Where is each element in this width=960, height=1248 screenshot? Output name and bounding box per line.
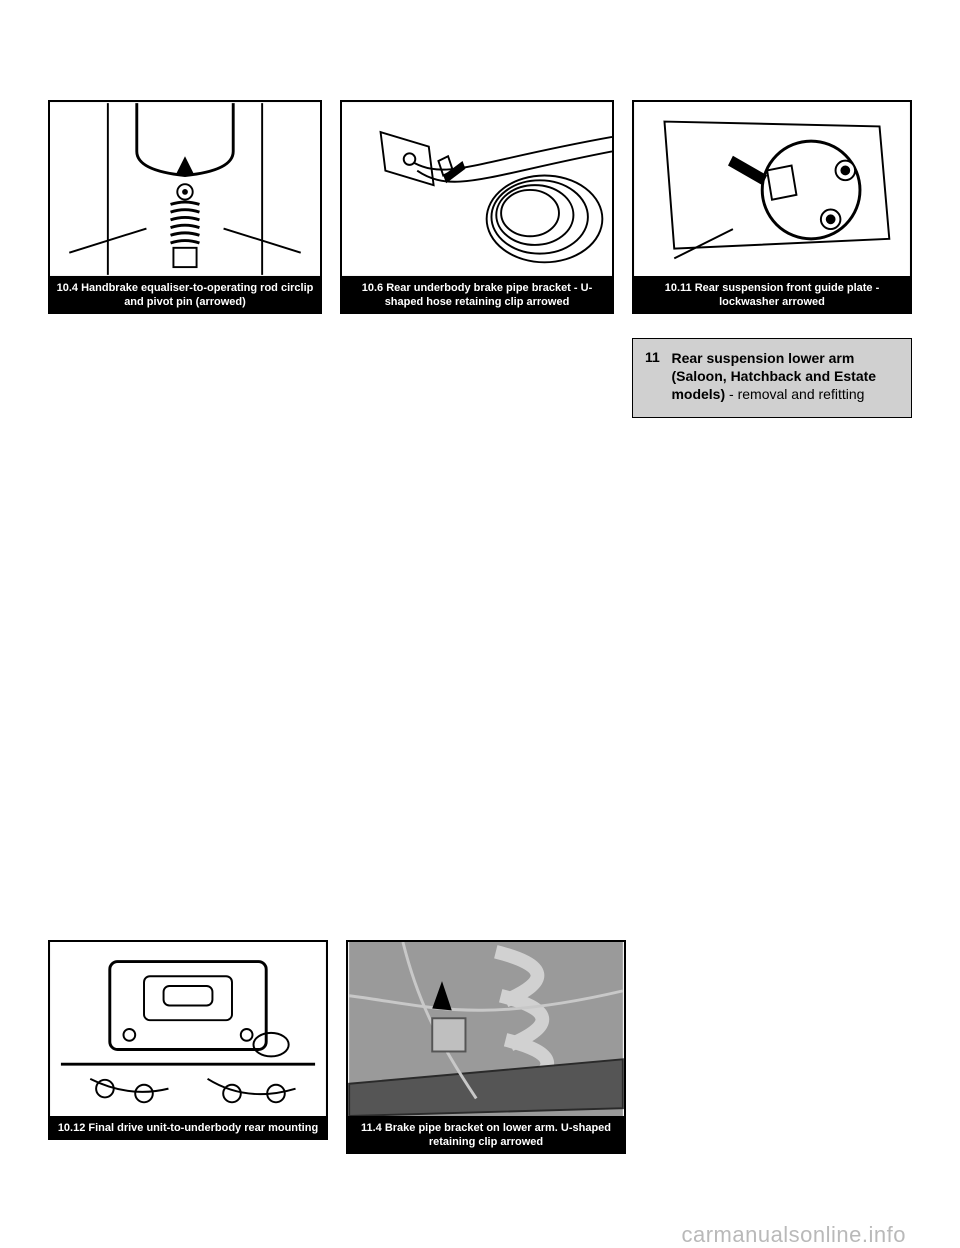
body-text-area	[48, 432, 912, 940]
figure-row-bottom: 10.12 Final drive unit-to-underbody rear…	[48, 940, 912, 1154]
fig-10-4: 10.4 Handbrake equaliser-to-operating ro…	[48, 100, 322, 418]
fig-10-11: 10.11 Rear suspension front guide plate …	[632, 100, 912, 314]
fig-10-4-image	[48, 100, 322, 278]
section-11-heading: 11 Rear suspension lower arm (Saloon, Ha…	[632, 338, 912, 419]
section-title-rest: - removal and refitting	[725, 386, 864, 402]
section-title: Rear suspension lower arm (Saloon, Hatch…	[671, 349, 897, 404]
figure-row-top: 10.4 Handbrake equaliser-to-operating ro…	[48, 100, 912, 418]
fig-10-6: 10.6 Rear underbody brake pipe bracket -…	[340, 100, 614, 418]
fig-10-6-image	[340, 100, 614, 278]
manual-page: 10.4 Handbrake equaliser-to-operating ro…	[0, 0, 960, 1214]
fig-10-6-caption: 10.6 Rear underbody brake pipe bracket -…	[340, 278, 614, 314]
fig-10-11-caption: 10.11 Rear suspension front guide plate …	[632, 278, 912, 314]
section-number: 11	[645, 349, 667, 365]
fig-11-4-caption: 11.4 Brake pipe bracket on lower arm. U-…	[346, 1118, 626, 1154]
fig-10-12: 10.12 Final drive unit-to-underbody rear…	[48, 940, 328, 1154]
fig-10-12-caption: 10.12 Final drive unit-to-underbody rear…	[48, 1118, 328, 1140]
fig-10-12-image	[48, 940, 328, 1118]
fig-10-4-caption: 10.4 Handbrake equaliser-to-operating ro…	[48, 278, 322, 314]
fig-11-4-image	[346, 940, 626, 1118]
fig-11-4: 11.4 Brake pipe bracket on lower arm. U-…	[346, 940, 626, 1154]
fig-10-11-image	[632, 100, 912, 278]
